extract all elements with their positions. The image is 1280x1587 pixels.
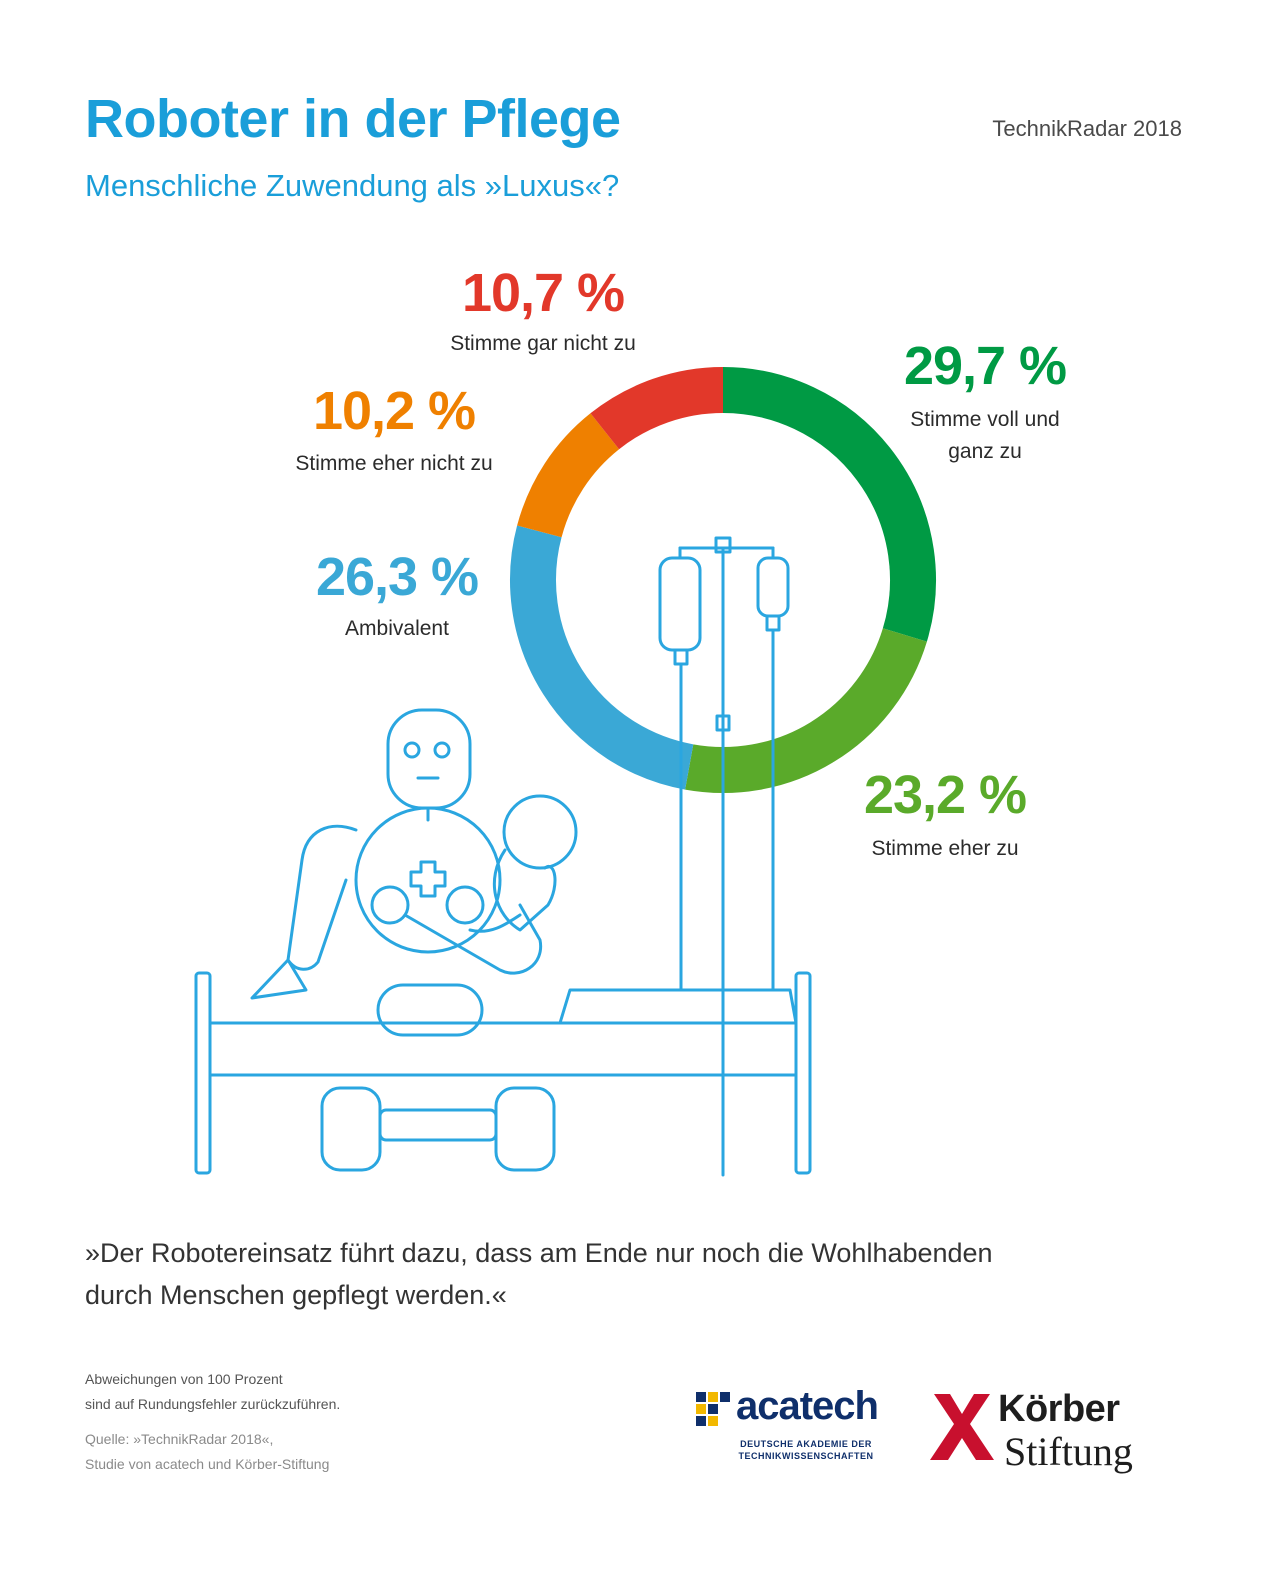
acatech-mark-icon	[696, 1392, 730, 1426]
source-tag: TechnikRadar 2018	[992, 116, 1182, 141]
koerber-logo: Körber Stiftung	[928, 1388, 1188, 1478]
donut-segments	[510, 367, 936, 793]
footnote-2: sind auf Rundungsfehler zurückzuführen.	[85, 1396, 341, 1412]
robot-icon	[250, 708, 543, 1037]
label-eher-nicht-pct: 10,2 %	[312, 381, 476, 441]
donut-segment-4	[517, 413, 620, 538]
koerber-mark-icon	[930, 1394, 994, 1460]
patient-icon	[468, 794, 578, 933]
label-voll-text-1: Stimme voll und	[910, 408, 1060, 431]
label-gar-nicht-text: Stimme gar nicht zu	[450, 332, 636, 355]
acatech-wordmark: acatech	[736, 1384, 879, 1428]
label-eher-text: Stimme eher zu	[871, 837, 1019, 860]
stiftung-wordmark: Stiftung	[1004, 1429, 1133, 1474]
label-ambi-text: Ambivalent	[345, 617, 449, 640]
bed-icon	[194, 971, 812, 1175]
acatech-logo: acatech DEUTSCHE AKADEMIE DER TECHNIKWIS…	[696, 1384, 886, 1472]
label-ambi-pct: 26,3 %	[315, 547, 479, 607]
donut-segment-3	[510, 525, 694, 790]
koerber-wordmark: Körber	[998, 1388, 1120, 1430]
care-illustration	[194, 536, 812, 1177]
quote: »Der Robotereinsatz führt dazu, dass am …	[85, 1232, 1135, 1316]
source-1: Quelle: »TechnikRadar 2018«,	[85, 1431, 274, 1447]
acatech-sub-2: TECHNIKWISSENSCHAFTEN	[738, 1451, 874, 1461]
label-voll-text-2: ganz zu	[948, 440, 1022, 463]
donut-segment-5	[590, 367, 724, 450]
donut-segment-1	[722, 367, 936, 642]
acatech-sub-1: DEUTSCHE AKADEMIE DER	[740, 1439, 872, 1449]
quote-line-1: »Der Robotereinsatz führt dazu, dass am …	[85, 1238, 993, 1268]
label-gar-nicht-pct: 10,7 %	[461, 263, 625, 323]
label-eher-pct: 23,2 %	[863, 765, 1027, 825]
iv-stand-icon	[658, 536, 790, 1177]
page-title: Roboter in der Pflege	[85, 89, 621, 149]
label-voll-pct: 29,7 %	[903, 336, 1067, 396]
donut-segment-2	[685, 627, 927, 793]
label-eher-nicht-text: Stimme eher nicht zu	[295, 452, 493, 475]
page-subtitle: Menschliche Zuwendung als »Luxus«?	[85, 168, 620, 203]
quote-line-2: durch Menschen gepflegt werden.«	[85, 1280, 507, 1310]
footnote-1: Abweichungen von 100 Prozent	[85, 1371, 283, 1387]
source-2: Studie von acatech und Körber-Stiftung	[85, 1456, 330, 1472]
